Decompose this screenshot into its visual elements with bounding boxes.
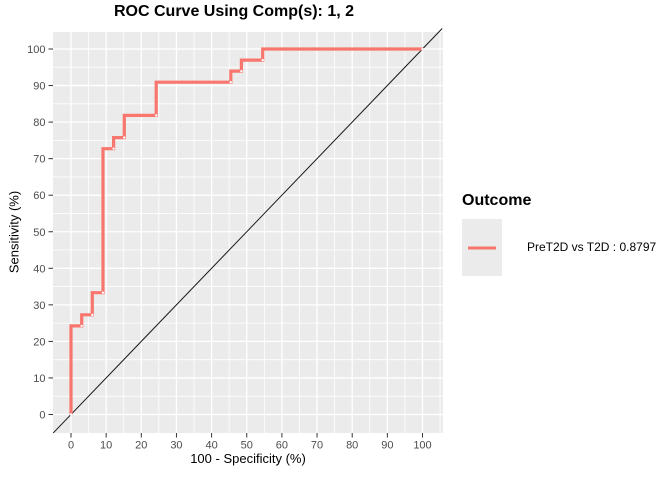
x-tick-label: 80 <box>346 440 358 452</box>
y-tick-label: 70 <box>33 154 45 166</box>
roc-step-point <box>80 324 83 328</box>
x-tick-label: 100 <box>413 440 431 452</box>
y-tick-label: 30 <box>33 300 45 312</box>
roc-step-point <box>155 114 158 117</box>
roc-step-point <box>421 47 424 51</box>
y-tick-label: 40 <box>33 263 45 275</box>
x-tick-label: 60 <box>276 440 288 452</box>
x-tick-label: 20 <box>135 440 147 452</box>
roc-step-point <box>229 81 232 84</box>
y-tick-label: 90 <box>33 81 45 93</box>
legend-title: Outcome <box>462 192 532 209</box>
y-tick-label: 50 <box>33 227 45 239</box>
x-tick-label: 40 <box>205 440 217 452</box>
chart-title: ROC Curve Using Comp(s): 1, 2 <box>113 3 355 20</box>
roc-step-point <box>240 69 243 73</box>
y-tick-label: 20 <box>33 336 45 348</box>
y-tick-label: 80 <box>33 117 45 129</box>
y-axis-label: Sensitivity (%) <box>6 190 22 274</box>
roc-step-point <box>91 313 94 317</box>
legend-key-line-swatch <box>468 246 496 249</box>
roc-step-point <box>101 291 105 294</box>
roc-step-point <box>112 147 115 150</box>
x-tick-label: 90 <box>381 440 393 452</box>
roc-step-point <box>261 58 264 62</box>
x-tick-label: 70 <box>311 440 323 452</box>
y-tick-label: 60 <box>33 190 45 202</box>
x-axis-label: 100 - Specificity (%) <box>190 451 306 466</box>
x-tick-label: 50 <box>241 440 253 452</box>
y-tick-label: 10 <box>33 373 45 385</box>
x-tick-label: 0 <box>68 440 74 452</box>
legend-key <box>462 219 502 276</box>
roc-step-point <box>69 413 73 416</box>
diagonal-reference-line <box>52 28 443 434</box>
x-tick-label: 30 <box>170 440 182 452</box>
x-tick-label: 10 <box>100 440 112 452</box>
roc-step-point <box>123 136 126 139</box>
legend-item-label: PreT2D vs T2D : 0.8797 <box>527 240 657 254</box>
y-tick-label: 100 <box>27 44 45 56</box>
y-tick-label: 0 <box>39 410 45 422</box>
